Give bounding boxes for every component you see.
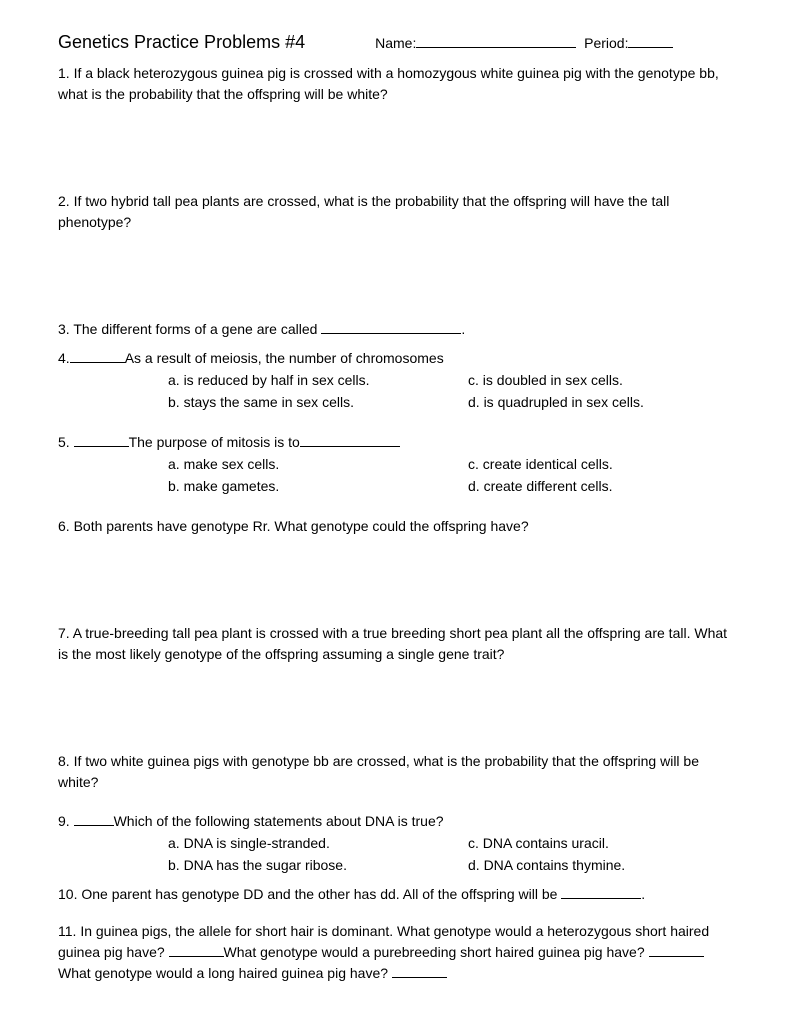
q3-text-before: 3. The different forms of a gene are cal…	[58, 321, 321, 337]
q9-options-right: c. DNA contains uracil. d. DNA contains …	[468, 832, 688, 877]
name-period-fields: Name: Period:	[375, 35, 673, 51]
q10-blank[interactable]	[561, 898, 641, 899]
q5-option-a: a. make sex cells.	[168, 453, 468, 475]
q9-num: 9.	[58, 813, 74, 829]
q11-part3: What genotype would a long haired guinea…	[58, 965, 392, 981]
worksheet-page: Genetics Practice Problems #4 Name: Peri…	[0, 0, 791, 1024]
q4-num: 4.	[58, 350, 70, 366]
q4-option-c: c. is doubled in sex cells.	[468, 369, 688, 391]
q4-text: As a result of meiosis, the number of ch…	[125, 350, 444, 366]
q5-options-right: c. create identical cells. d. create dif…	[468, 453, 688, 498]
q5-option-c: c. create identical cells.	[468, 453, 688, 475]
question-11: 11. In guinea pigs, the allele for short…	[58, 921, 733, 984]
period-blank[interactable]	[628, 47, 673, 48]
question-1: 1. If a black heterozygous guinea pig is…	[58, 63, 733, 105]
q9-option-c: c. DNA contains uracil.	[468, 832, 688, 854]
question-6: 6. Both parents have genotype Rr. What g…	[58, 516, 733, 537]
q5-option-d: d. create different cells.	[468, 475, 688, 497]
question-2: 2. If two hybrid tall pea plants are cro…	[58, 191, 733, 233]
question-3: 3. The different forms of a gene are cal…	[58, 319, 733, 340]
q5-option-b: b. make gametes.	[168, 475, 468, 497]
q5-text: The purpose of mitosis is to	[129, 434, 300, 450]
q11-blank-1[interactable]	[169, 956, 224, 957]
q11-blank-3[interactable]	[392, 977, 447, 978]
q5-answer-blank[interactable]	[74, 446, 129, 447]
q9-answer-blank[interactable]	[74, 825, 114, 826]
question-7: 7. A true-breeding tall pea plant is cro…	[58, 623, 733, 665]
question-9: 9. Which of the following statements abo…	[58, 811, 733, 877]
q9-option-a: a. DNA is single-stranded.	[168, 832, 468, 854]
q4-option-b: b. stays the same in sex cells.	[168, 391, 468, 413]
q3-text-after: .	[461, 321, 465, 337]
q4-options: a. is reduced by half in sex cells. b. s…	[168, 369, 733, 414]
header: Genetics Practice Problems #4 Name: Peri…	[58, 32, 733, 53]
q10-text-before: 10. One parent has genotype DD and the o…	[58, 886, 561, 902]
name-label: Name:	[375, 35, 416, 51]
name-blank[interactable]	[416, 47, 576, 48]
q11-part2: What genotype would a purebreeding short…	[224, 944, 649, 960]
q10-text-after: .	[641, 886, 645, 902]
q3-blank[interactable]	[321, 333, 461, 334]
q9-option-b: b. DNA has the sugar ribose.	[168, 854, 468, 876]
q4-options-left: a. is reduced by half in sex cells. b. s…	[168, 369, 468, 414]
worksheet-title: Genetics Practice Problems #4	[58, 32, 305, 53]
q4-option-d: d. is quadrupled in sex cells.	[468, 391, 688, 413]
q4-option-a: a. is reduced by half in sex cells.	[168, 369, 468, 391]
q4-options-right: c. is doubled in sex cells. d. is quadru…	[468, 369, 688, 414]
q5-num: 5.	[58, 434, 74, 450]
question-5: 5. The purpose of mitosis is to a. make …	[58, 432, 733, 498]
question-10: 10. One parent has genotype DD and the o…	[58, 884, 733, 905]
q9-option-d: d. DNA contains thymine.	[468, 854, 688, 876]
question-8: 8. If two white guinea pigs with genotyp…	[58, 751, 733, 793]
question-4: 4. As a result of meiosis, the number of …	[58, 348, 733, 414]
q11-blank-2[interactable]	[649, 956, 704, 957]
q5-options: a. make sex cells. b. make gametes. c. c…	[168, 453, 733, 498]
q5-options-left: a. make sex cells. b. make gametes.	[168, 453, 468, 498]
q9-options: a. DNA is single-stranded. b. DNA has th…	[168, 832, 733, 877]
q5-trailing-blank	[300, 446, 400, 447]
period-label: Period:	[584, 35, 628, 51]
q4-answer-blank[interactable]	[70, 362, 125, 363]
q9-text: Which of the following statements about …	[114, 813, 444, 829]
q9-options-left: a. DNA is single-stranded. b. DNA has th…	[168, 832, 468, 877]
